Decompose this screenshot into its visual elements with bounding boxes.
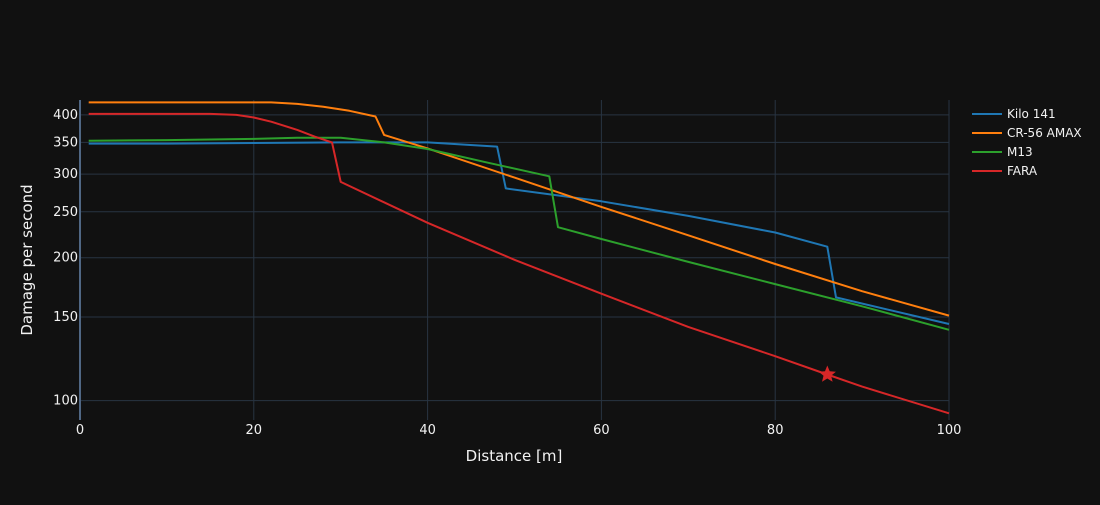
y-tick-label: 250 <box>53 205 78 220</box>
y-axis-ticks: 100 150 200 250 300 350 400 <box>53 108 78 409</box>
y-tick-label: 300 <box>53 167 78 182</box>
series-line-m13 <box>88 136 950 331</box>
series-lines <box>88 101 950 415</box>
x-tick-label: 20 <box>246 423 263 438</box>
markers <box>818 365 836 382</box>
y-tick-label: 100 <box>53 394 78 409</box>
y-axis-title: Damage per second <box>18 184 36 335</box>
x-tick-label: 0 <box>76 423 84 438</box>
legend-item[interactable]: M13 <box>972 145 1033 159</box>
x-tick-label: 60 <box>593 423 610 438</box>
y-tick-label: 350 <box>53 135 78 150</box>
legend-label: Kilo 141 <box>1007 107 1056 121</box>
y-tick-label: 400 <box>53 108 78 123</box>
star-marker <box>818 365 836 382</box>
series-line-fara <box>88 112 950 415</box>
legend-label: FARA <box>1007 164 1038 178</box>
x-axis-ticks: 0 20 40 60 80 100 <box>76 423 962 438</box>
x-tick-label: 80 <box>767 423 784 438</box>
y-tick-label: 200 <box>53 251 78 266</box>
x-tick-label: 100 <box>937 423 962 438</box>
legend-label: CR-56 AMAX <box>1007 126 1082 140</box>
series-line-cr-56-amax <box>88 101 950 317</box>
x-axis-title: Distance [m] <box>466 447 563 465</box>
legend-item[interactable]: Kilo 141 <box>972 107 1056 121</box>
x-tick-label: 40 <box>419 423 436 438</box>
legend-item[interactable]: CR-56 AMAX <box>972 126 1082 140</box>
y-tick-label: 150 <box>53 310 78 325</box>
legend-label: M13 <box>1007 145 1033 159</box>
legend-item[interactable]: FARA <box>972 164 1038 178</box>
legend: Kilo 141 CR-56 AMAX M13 FARA <box>972 107 1082 178</box>
series-line-kilo-141 <box>88 141 950 325</box>
